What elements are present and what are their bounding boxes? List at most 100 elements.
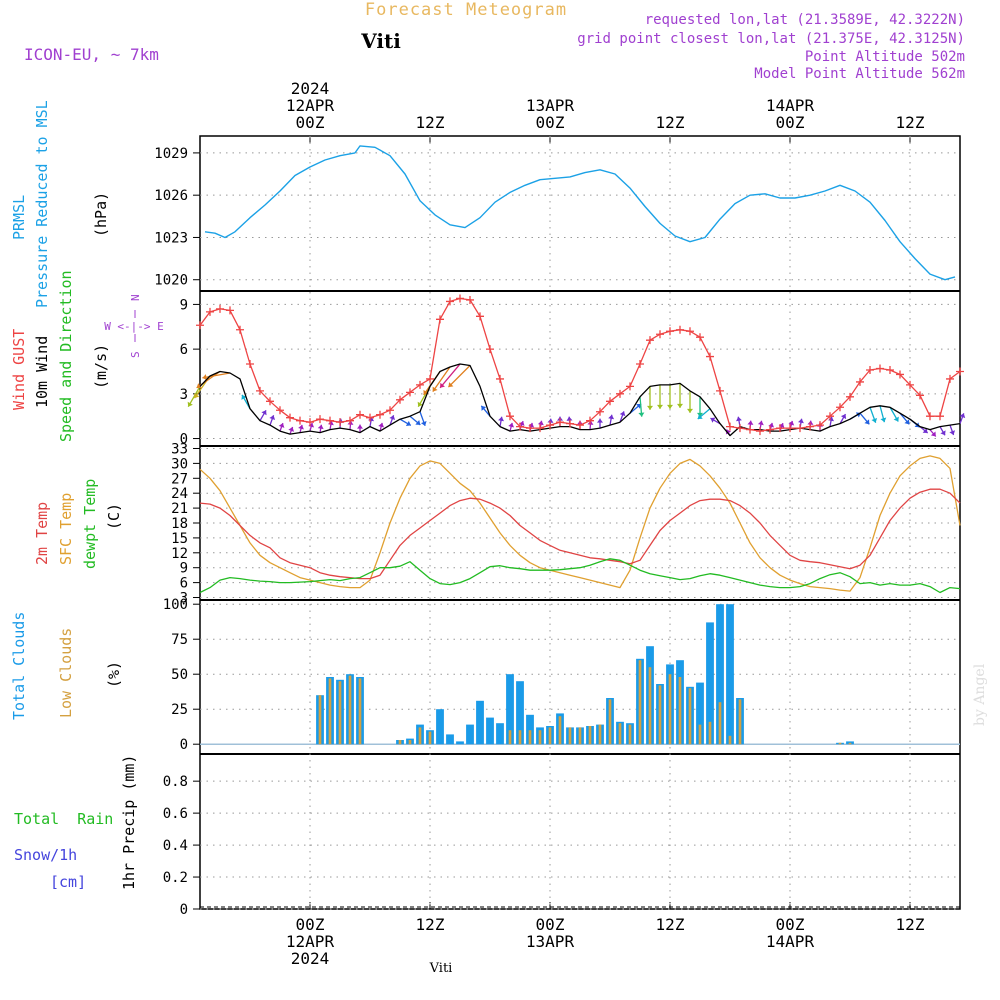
gust-marker bbox=[766, 425, 774, 434]
wind-arrow-head bbox=[405, 420, 411, 427]
gust-marker bbox=[956, 367, 964, 376]
wind-arrow-head bbox=[481, 405, 487, 411]
low-cloud-bar bbox=[848, 742, 852, 745]
gust-marker bbox=[806, 422, 814, 431]
low-cloud-bar bbox=[618, 723, 622, 745]
gust-marker bbox=[586, 416, 594, 425]
gust-marker bbox=[516, 422, 524, 431]
low-cloud-bar bbox=[518, 730, 522, 745]
ytick-label: 33 bbox=[171, 441, 188, 457]
gust-marker bbox=[476, 312, 484, 321]
model-label: ICON-EU, ~ 7km bbox=[24, 45, 159, 64]
low-cloud-bar bbox=[418, 727, 422, 745]
total-cloud-bar bbox=[476, 700, 484, 745]
wind-unit: (m/s) bbox=[92, 344, 110, 389]
gust-marker bbox=[926, 412, 934, 421]
gust-marker bbox=[216, 304, 224, 313]
gust-marker bbox=[366, 413, 374, 422]
wind-arrow-head bbox=[736, 416, 742, 422]
total-cloud-bar bbox=[456, 741, 464, 745]
gust-marker bbox=[496, 374, 504, 383]
low-cloud-bar bbox=[648, 667, 652, 745]
ytick-label: 75 bbox=[171, 632, 188, 648]
total-cloud-bar bbox=[726, 604, 734, 745]
bottom-time-label: 00Z bbox=[776, 915, 805, 934]
y-axes: 1020102310261029036936912151821242730330… bbox=[154, 146, 200, 918]
ytick-label: 0.4 bbox=[163, 838, 188, 854]
compass-we: W <-|-> E bbox=[104, 320, 164, 333]
gust-marker bbox=[506, 412, 514, 421]
forecast-title: Forecast Meteogram bbox=[365, 0, 567, 20]
pressure-label-line2: Pressure Reduced to MSL bbox=[33, 100, 51, 308]
gust-marker bbox=[576, 421, 584, 430]
wind-arrow-head bbox=[930, 431, 936, 437]
bottom-time-label: 00Z bbox=[536, 915, 565, 934]
snow-label: Snow/1h bbox=[14, 846, 77, 864]
gust-marker bbox=[206, 307, 214, 316]
watermark: by Angel bbox=[972, 663, 988, 726]
wind-arrow-head bbox=[417, 401, 423, 407]
bottom-time-label: 12Z bbox=[656, 915, 685, 934]
gust-marker bbox=[556, 418, 564, 427]
gust-marker bbox=[526, 424, 534, 433]
wind-arrow-head bbox=[638, 412, 645, 417]
gust-marker bbox=[836, 403, 844, 412]
low-cloud-bar bbox=[348, 675, 352, 745]
snow-unit: [cm] bbox=[50, 873, 86, 891]
wind-arrow-head bbox=[880, 417, 887, 423]
gust-marker bbox=[536, 424, 544, 433]
gust-marker bbox=[666, 327, 674, 336]
low-cloud-bar bbox=[708, 721, 712, 745]
ytick-label: 6 bbox=[180, 576, 188, 592]
ytick-label: 3 bbox=[180, 387, 188, 403]
wind-arrow-head bbox=[871, 417, 878, 423]
low-cloud-bar bbox=[428, 731, 432, 745]
low-cloud-bar bbox=[608, 699, 612, 745]
gust-marker bbox=[606, 397, 614, 406]
wind-arrow-shaft bbox=[447, 365, 471, 388]
gust-label: Wind GUST bbox=[10, 329, 28, 410]
gust-marker bbox=[786, 424, 794, 433]
top-time-label: 13APR bbox=[526, 96, 575, 115]
pressure-label-line1: PRMSL bbox=[10, 195, 28, 240]
gust-marker bbox=[196, 321, 204, 330]
bottom-time-label: 13APR bbox=[526, 932, 575, 951]
total-clouds-label: Total Clouds bbox=[10, 612, 28, 720]
gust-marker bbox=[486, 345, 494, 354]
wind-arrow-head bbox=[317, 424, 324, 430]
total-cloud-bar bbox=[706, 622, 714, 745]
gust-marker bbox=[826, 412, 834, 421]
low-cloud-bar bbox=[508, 730, 512, 745]
total-cloud-bar bbox=[446, 734, 454, 745]
total-cloud-bar bbox=[516, 681, 524, 745]
sfc-temp-line bbox=[199, 455, 961, 592]
gust-marker bbox=[746, 425, 754, 434]
gust-marker bbox=[796, 424, 804, 433]
gust-marker bbox=[726, 422, 734, 431]
gust-marker bbox=[696, 333, 704, 342]
wind-arrow-head bbox=[357, 424, 363, 429]
gust-marker bbox=[816, 421, 824, 430]
total-cloud-bar bbox=[436, 709, 444, 745]
low-cloud-bar bbox=[578, 727, 582, 745]
gust-marker bbox=[226, 306, 234, 315]
top-time-label: 12APR bbox=[286, 96, 335, 115]
ytick-label: 1020 bbox=[154, 273, 188, 289]
gust-marker bbox=[646, 336, 654, 345]
gust-marker bbox=[716, 386, 724, 395]
low-cloud-bar bbox=[838, 742, 842, 745]
total-cloud-bar bbox=[716, 604, 724, 745]
gust-marker bbox=[356, 410, 364, 419]
gust-marker bbox=[546, 421, 554, 430]
wind-arrow-head bbox=[298, 424, 304, 430]
wind-arrow-head bbox=[667, 404, 673, 409]
gust-marker bbox=[856, 377, 864, 386]
wind-arrow-head bbox=[288, 427, 295, 432]
gust-marker bbox=[346, 416, 354, 425]
plot-series bbox=[187, 145, 966, 745]
low-cloud-bar bbox=[718, 702, 722, 745]
pressure-line bbox=[204, 145, 956, 281]
low-cloud-bar bbox=[528, 730, 532, 745]
wind-arrow-head bbox=[949, 430, 956, 436]
gust-marker bbox=[656, 330, 664, 339]
